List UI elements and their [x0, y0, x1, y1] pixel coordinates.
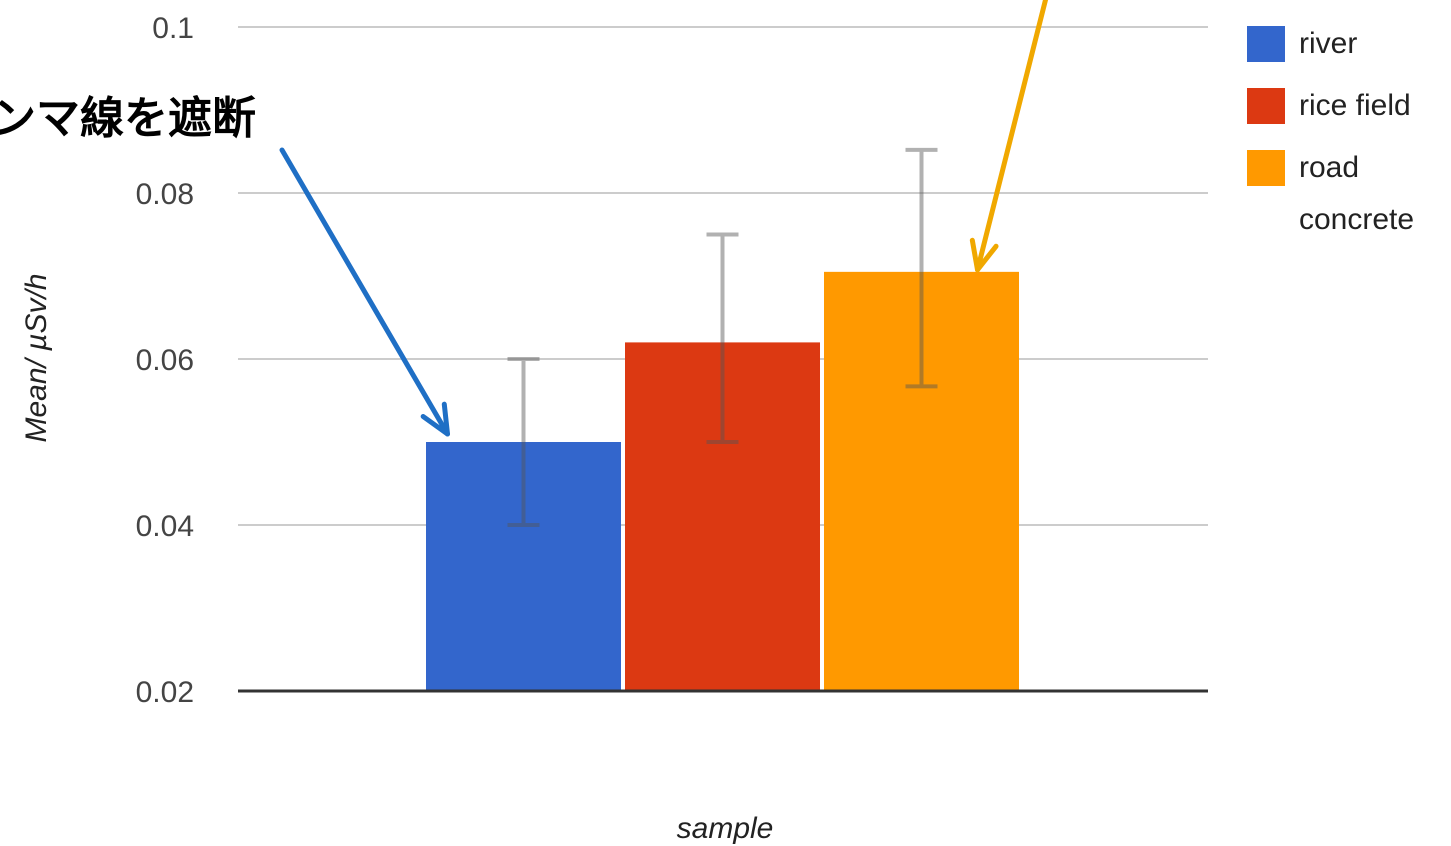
y-tick-label: 0.04	[136, 510, 194, 543]
legend: river rice field road concrete	[1247, 26, 1414, 236]
x-axis-title: sample	[677, 812, 774, 845]
y-tick-label: 0.08	[136, 178, 194, 211]
annotation-arrow	[969, 0, 1049, 273]
legend-label: river	[1299, 27, 1357, 60]
error-bar	[905, 147, 938, 389]
annotations: ンマ線を遮断	[0, 0, 1049, 437]
legend-label: concrete	[1299, 203, 1414, 236]
legend-label: rice field	[1299, 89, 1411, 122]
y-tick-label: 0.02	[136, 676, 194, 709]
annotation-arrow	[279, 147, 450, 437]
error-bar	[706, 232, 739, 444]
bar-road-concrete	[824, 271, 1019, 691]
y-axis-title: Mean/ µSv/h	[20, 273, 53, 442]
y-tick-label: 0.1	[152, 12, 194, 45]
annotation-label: ンマ線を遮断	[0, 93, 256, 144]
error-bars	[507, 147, 938, 527]
y-tick-label: 0.06	[136, 344, 194, 377]
legend-swatch	[1247, 150, 1285, 186]
bars	[426, 271, 1019, 691]
legend-label: road	[1299, 151, 1359, 184]
error-bar	[507, 357, 540, 527]
y-axis-ticks: 0.02 0.04 0.06 0.08 0.1	[136, 12, 194, 709]
legend-swatch	[1247, 88, 1285, 124]
bar-river	[426, 442, 621, 691]
bar-rice-field	[625, 342, 820, 691]
legend-swatch	[1247, 26, 1285, 62]
